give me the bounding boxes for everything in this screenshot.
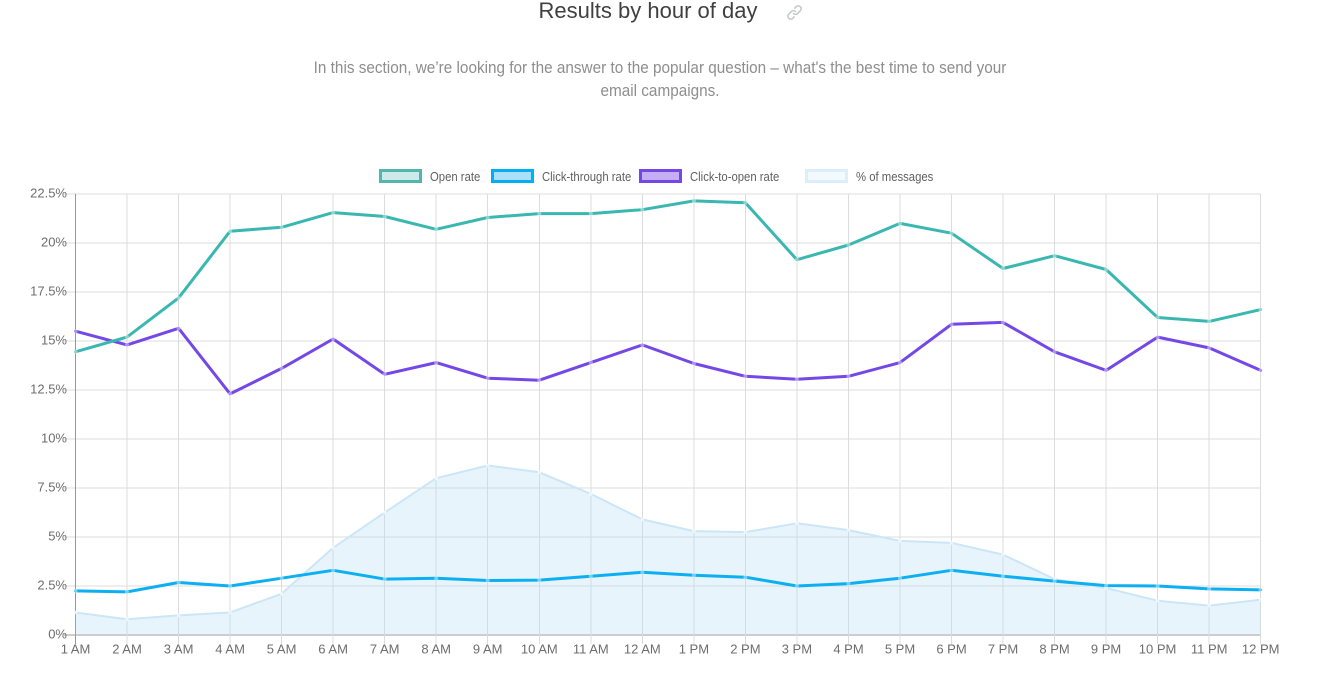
svg-text:10%: 10% (41, 431, 67, 446)
svg-text:2 PM: 2 PM (730, 642, 760, 657)
svg-text:9 AM: 9 AM (473, 642, 503, 657)
svg-text:7.5%: 7.5% (37, 480, 67, 495)
svg-text:10 PM: 10 PM (1139, 642, 1177, 657)
svg-text:6 PM: 6 PM (936, 642, 966, 657)
svg-text:15%: 15% (41, 333, 67, 348)
svg-text:8 AM: 8 AM (421, 642, 451, 657)
svg-text:3 AM: 3 AM (164, 642, 194, 657)
svg-text:2.5%: 2.5% (37, 578, 67, 593)
svg-text:12 AM: 12 AM (624, 642, 661, 657)
svg-text:22.5%: 22.5% (30, 186, 67, 201)
svg-text:4 PM: 4 PM (833, 642, 863, 657)
svg-text:4 AM: 4 AM (215, 642, 245, 657)
svg-text:11 PM: 11 PM (1191, 642, 1228, 657)
svg-text:12.5%: 12.5% (30, 382, 67, 397)
svg-text:3 PM: 3 PM (782, 642, 812, 657)
svg-text:7 AM: 7 AM (370, 642, 400, 657)
svg-text:5 AM: 5 AM (267, 642, 297, 657)
svg-text:12 PM: 12 PM (1242, 642, 1280, 657)
svg-text:20%: 20% (41, 235, 67, 250)
svg-text:7 PM: 7 PM (988, 642, 1018, 657)
svg-text:9 PM: 9 PM (1091, 642, 1121, 657)
svg-text:0%: 0% (48, 627, 67, 642)
svg-text:5 PM: 5 PM (885, 642, 915, 657)
svg-text:17.5%: 17.5% (30, 284, 67, 299)
svg-text:10 AM: 10 AM (521, 642, 558, 657)
svg-text:1 AM: 1 AM (61, 642, 91, 657)
svg-text:5%: 5% (48, 529, 67, 544)
svg-text:2 AM: 2 AM (112, 642, 142, 657)
svg-text:11 AM: 11 AM (573, 642, 609, 657)
svg-text:8 PM: 8 PM (1039, 642, 1069, 657)
svg-text:6 AM: 6 AM (318, 642, 348, 657)
svg-text:1 PM: 1 PM (679, 642, 709, 657)
